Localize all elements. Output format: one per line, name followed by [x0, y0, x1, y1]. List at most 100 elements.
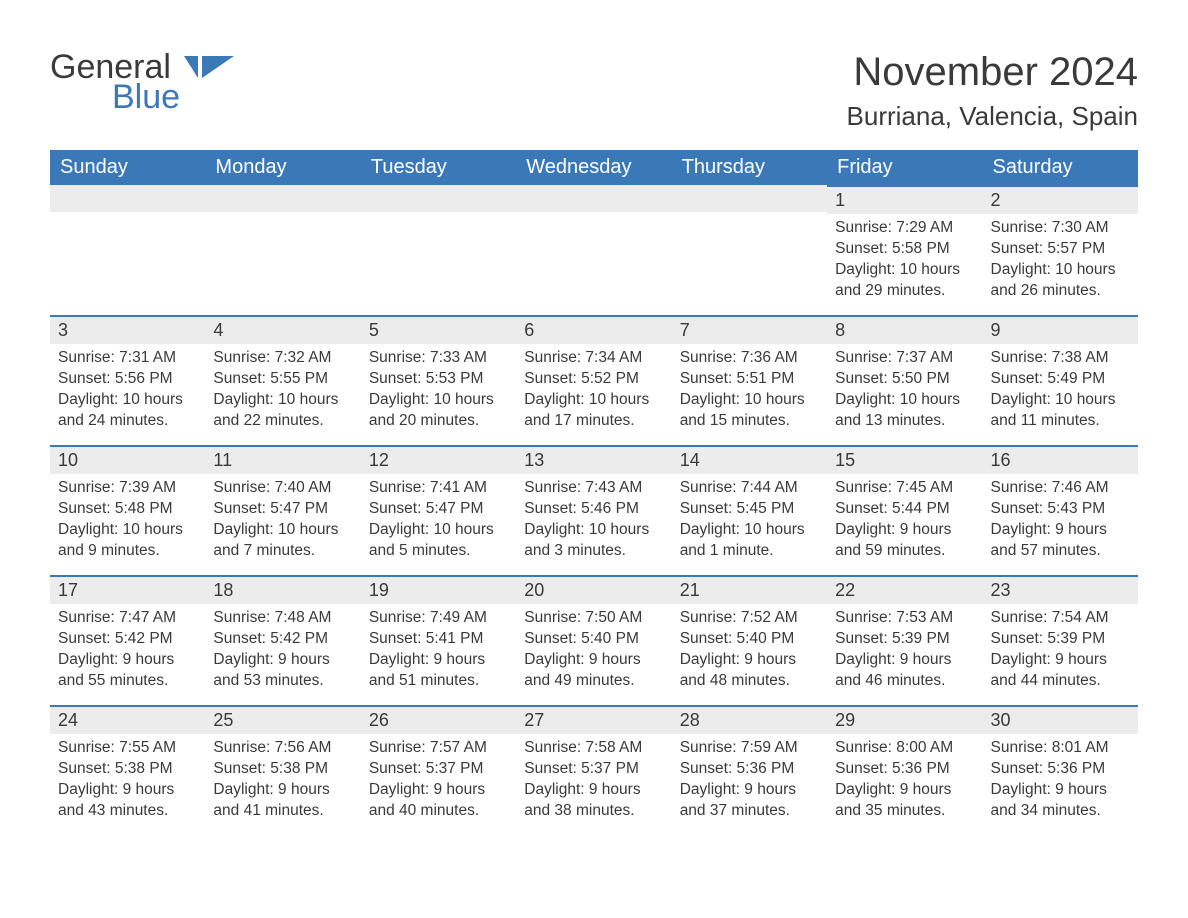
- sunset-text: Sunset: 5:45 PM: [680, 499, 819, 520]
- weekday-header: Friday: [827, 150, 982, 185]
- day-details: Sunrise: 7:47 AMSunset: 5:42 PMDaylight:…: [58, 608, 197, 692]
- calendar-week-row: 10Sunrise: 7:39 AMSunset: 5:48 PMDayligh…: [50, 445, 1138, 575]
- day-number: 28: [672, 705, 827, 734]
- day-details: Sunrise: 7:31 AMSunset: 5:56 PMDaylight:…: [58, 348, 197, 432]
- sunset-text: Sunset: 5:42 PM: [58, 629, 197, 650]
- sunrise-text: Sunrise: 7:43 AM: [524, 478, 663, 499]
- daylight-text: Daylight: 10 hours and 15 minutes.: [680, 390, 819, 432]
- day-number: 13: [516, 445, 671, 474]
- calendar-week-row: 1Sunrise: 7:29 AMSunset: 5:58 PMDaylight…: [50, 185, 1138, 315]
- day-details: Sunrise: 8:00 AMSunset: 5:36 PMDaylight:…: [835, 738, 974, 822]
- day-details: Sunrise: 7:56 AMSunset: 5:38 PMDaylight:…: [213, 738, 352, 822]
- month-title: November 2024: [847, 50, 1138, 95]
- sunset-text: Sunset: 5:44 PM: [835, 499, 974, 520]
- day-number: 23: [983, 575, 1138, 604]
- day-details: Sunrise: 7:37 AMSunset: 5:50 PMDaylight:…: [835, 348, 974, 432]
- daylight-text: Daylight: 10 hours and 1 minute.: [680, 520, 819, 562]
- day-number: 30: [983, 705, 1138, 734]
- day-number: 20: [516, 575, 671, 604]
- sunset-text: Sunset: 5:39 PM: [991, 629, 1130, 650]
- day-details: Sunrise: 7:34 AMSunset: 5:52 PMDaylight:…: [524, 348, 663, 432]
- location-text: Burriana, Valencia, Spain: [847, 101, 1138, 132]
- day-number: 26: [361, 705, 516, 734]
- daylight-text: Daylight: 9 hours and 40 minutes.: [369, 780, 508, 822]
- sunrise-text: Sunrise: 7:30 AM: [991, 218, 1130, 239]
- daylight-text: Daylight: 9 hours and 59 minutes.: [835, 520, 974, 562]
- sunrise-text: Sunrise: 7:56 AM: [213, 738, 352, 759]
- calendar-day-cell: 20 Sunrise: 7:50 AMSunset: 5:40 PMDayligh…: [516, 575, 671, 705]
- sunset-text: Sunset: 5:43 PM: [991, 499, 1130, 520]
- calendar-day-cell: 5Sunrise: 7:33 AMSunset: 5:53 PMDaylight…: [361, 315, 516, 445]
- day-details: Sunrise: 7:50 AMSunset: 5:40 PMDaylight:…: [524, 608, 663, 692]
- sunrise-text: Sunrise: 7:36 AM: [680, 348, 819, 369]
- weekday-header: Wednesday: [516, 150, 671, 185]
- header-block: General Blue November 2024 Burriana, Val…: [50, 50, 1138, 132]
- sunset-text: Sunset: 5:57 PM: [991, 239, 1130, 260]
- day-number-empty: [50, 185, 205, 212]
- calendar-day-cell: 4Sunrise: 7:32 AMSunset: 5:55 PMDaylight…: [205, 315, 360, 445]
- sunrise-text: Sunrise: 7:31 AM: [58, 348, 197, 369]
- daylight-text: Daylight: 10 hours and 9 minutes.: [58, 520, 197, 562]
- calendar-day-cell: 1Sunrise: 7:29 AMSunset: 5:58 PMDaylight…: [827, 185, 982, 315]
- sunset-text: Sunset: 5:41 PM: [369, 629, 508, 650]
- day-number: 9: [983, 315, 1138, 344]
- day-number: 27: [516, 705, 671, 734]
- sunrise-text: Sunrise: 7:57 AM: [369, 738, 508, 759]
- day-details: Sunrise: 7:36 AMSunset: 5:51 PMDaylight:…: [680, 348, 819, 432]
- daylight-text: Daylight: 9 hours and 35 minutes.: [835, 780, 974, 822]
- brand-text: General Blue: [50, 50, 180, 115]
- day-number: 12: [361, 445, 516, 474]
- calendar-day-cell: 21Sunrise: 7:52 AMSunset: 5:40 PMDayligh…: [672, 575, 827, 705]
- day-details: Sunrise: 7:59 AMSunset: 5:36 PMDaylight:…: [680, 738, 819, 822]
- day-details: Sunrise: 7:57 AMSunset: 5:37 PMDaylight:…: [369, 738, 508, 822]
- day-details: Sunrise: 7:29 AMSunset: 5:58 PMDaylight:…: [835, 218, 974, 302]
- sunrise-text: Sunrise: 7:40 AM: [213, 478, 352, 499]
- sunset-text: Sunset: 5:52 PM: [524, 369, 663, 390]
- day-number-empty: [516, 185, 671, 212]
- sunrise-text: Sunrise: 7:54 AM: [991, 608, 1130, 629]
- day-number: 18: [205, 575, 360, 604]
- calendar-day-cell: 23 Sunrise: 7:54 AMSunset: 5:39 PMDayligh…: [983, 575, 1138, 705]
- sunset-text: Sunset: 5:37 PM: [369, 759, 508, 780]
- sunrise-text: Sunrise: 7:50 AM: [524, 608, 663, 629]
- calendar-day-cell: 13Sunrise: 7:43 AMSunset: 5:46 PMDayligh…: [516, 445, 671, 575]
- daylight-text: Daylight: 10 hours and 17 minutes.: [524, 390, 663, 432]
- day-details: Sunrise: 7:33 AMSunset: 5:53 PMDaylight:…: [369, 348, 508, 432]
- daylight-text: Daylight: 10 hours and 3 minutes.: [524, 520, 663, 562]
- day-details: Sunrise: 7:39 AMSunset: 5:48 PMDaylight:…: [58, 478, 197, 562]
- calendar-day-cell: 29Sunrise: 8:00 AMSunset: 5:36 PMDayligh…: [827, 705, 982, 835]
- sunrise-text: Sunrise: 7:47 AM: [58, 608, 197, 629]
- day-details: Sunrise: 7:52 AMSunset: 5:40 PMDaylight:…: [680, 608, 819, 692]
- sunset-text: Sunset: 5:38 PM: [58, 759, 197, 780]
- daylight-text: Daylight: 9 hours and 51 minutes.: [369, 650, 508, 692]
- sunrise-text: Sunrise: 7:37 AM: [835, 348, 974, 369]
- daylight-text: Daylight: 10 hours and 13 minutes.: [835, 390, 974, 432]
- calendar-day-cell: 19Sunrise: 7:49 AMSunset: 5:41 PMDayligh…: [361, 575, 516, 705]
- calendar-day-cell: 2Sunrise: 7:30 AMSunset: 5:57 PMDaylight…: [983, 185, 1138, 315]
- sunrise-text: Sunrise: 7:44 AM: [680, 478, 819, 499]
- day-number: 22: [827, 575, 982, 604]
- daylight-text: Daylight: 9 hours and 55 minutes.: [58, 650, 197, 692]
- daylight-text: Daylight: 10 hours and 11 minutes.: [991, 390, 1130, 432]
- calendar-day-cell: 12Sunrise: 7:41 AMSunset: 5:47 PMDayligh…: [361, 445, 516, 575]
- sunrise-text: Sunrise: 7:39 AM: [58, 478, 197, 499]
- calendar-day-cell: 7 Sunrise: 7:36 AMSunset: 5:51 PMDaylight…: [672, 315, 827, 445]
- sunset-text: Sunset: 5:47 PM: [213, 499, 352, 520]
- weekday-header: Saturday: [983, 150, 1138, 185]
- sunset-text: Sunset: 5:56 PM: [58, 369, 197, 390]
- sunrise-text: Sunrise: 7:46 AM: [991, 478, 1130, 499]
- day-details: Sunrise: 7:46 AMSunset: 5:43 PMDaylight:…: [991, 478, 1130, 562]
- day-details: Sunrise: 7:40 AMSunset: 5:47 PMDaylight:…: [213, 478, 352, 562]
- calendar-day-cell: [50, 185, 205, 315]
- daylight-text: Daylight: 9 hours and 37 minutes.: [680, 780, 819, 822]
- calendar-day-cell: 24Sunrise: 7:55 AMSunset: 5:38 PMDayligh…: [50, 705, 205, 835]
- day-details: Sunrise: 7:30 AMSunset: 5:57 PMDaylight:…: [991, 218, 1130, 302]
- day-number: 7: [672, 315, 827, 344]
- day-number: 6: [516, 315, 671, 344]
- daylight-text: Daylight: 9 hours and 44 minutes.: [991, 650, 1130, 692]
- sunset-text: Sunset: 5:37 PM: [524, 759, 663, 780]
- daylight-text: Daylight: 9 hours and 49 minutes.: [524, 650, 663, 692]
- day-details: Sunrise: 7:53 AMSunset: 5:39 PMDaylight:…: [835, 608, 974, 692]
- sunset-text: Sunset: 5:50 PM: [835, 369, 974, 390]
- day-number: 3: [50, 315, 205, 344]
